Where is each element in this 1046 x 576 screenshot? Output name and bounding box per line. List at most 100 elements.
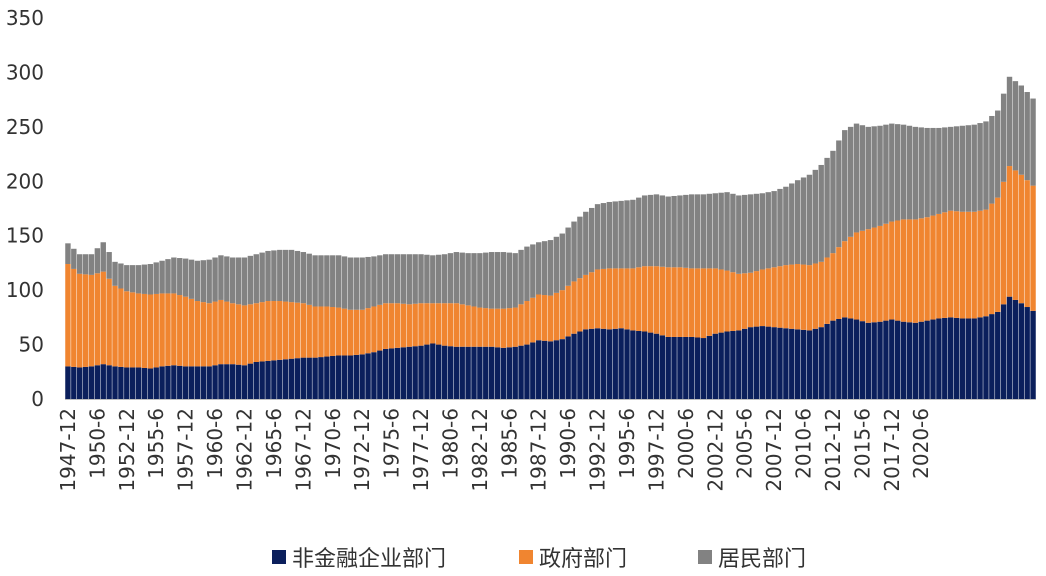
bar-segment-household <box>747 194 754 273</box>
bar-segment-household <box>347 257 354 310</box>
bar-segment-household <box>288 249 295 303</box>
bar-segment-corporate <box>771 327 777 399</box>
bar-segment-government <box>965 211 972 319</box>
bar-segment-household <box>500 252 507 309</box>
bar-segment-government <box>518 304 524 346</box>
bar-segment-corporate <box>483 346 489 399</box>
bar-segment-corporate <box>159 366 165 399</box>
x-tick-label: 1957-12 <box>174 408 198 492</box>
bar-segment-household <box>936 127 942 214</box>
bar-segment-household <box>435 254 442 304</box>
bar-segment-corporate <box>741 328 748 399</box>
bar-segment-government <box>783 265 789 329</box>
bar-segment-household <box>889 123 895 222</box>
bar-segment-government <box>789 264 795 329</box>
bar-segment-government <box>847 236 854 319</box>
bar-segment-household <box>324 255 330 307</box>
bar-segment-government <box>477 307 483 347</box>
bar-segment-government <box>271 301 277 361</box>
bar-segment-corporate <box>171 365 177 399</box>
x-tick-label: 1965-6 <box>262 408 286 479</box>
legend-label-household: 居民部门 <box>718 547 807 572</box>
bar-segment-government <box>900 219 907 322</box>
x-tick-label: 1980-6 <box>438 408 462 479</box>
bar-segment-household <box>689 194 695 269</box>
bar-segment-household <box>718 192 724 270</box>
bar-segment-household <box>583 211 589 275</box>
bar-segment-corporate <box>435 344 442 399</box>
bar-segment-household <box>912 126 919 220</box>
bar-segment-household <box>241 257 248 306</box>
bar-segment-government <box>82 274 89 367</box>
bar-segment-corporate <box>759 326 766 399</box>
bar-segment-government <box>983 209 989 317</box>
bar-segment-corporate <box>553 340 560 399</box>
legend-label-corporate: 非金融企业部门 <box>292 547 447 572</box>
bar-segment-household <box>588 207 595 273</box>
bar-segment-household <box>471 253 477 307</box>
bar-segment-household <box>294 250 301 303</box>
bar-segment-corporate <box>118 366 124 399</box>
bar-segment-corporate <box>253 361 259 399</box>
bar-segment-household <box>371 256 377 307</box>
bar-segment-government <box>441 303 448 346</box>
bar-segment-household <box>524 246 530 302</box>
bar-segment-corporate <box>977 317 983 399</box>
bar-segment-household <box>847 126 854 237</box>
bar-segment-government <box>300 303 307 358</box>
bar-segment-government <box>235 304 242 365</box>
bar-segment-government <box>341 308 348 356</box>
bar-segment-government <box>577 278 583 332</box>
bar-segment-government <box>194 301 201 367</box>
bar-segment-government <box>88 274 95 367</box>
bar-segment-corporate <box>918 321 924 399</box>
x-tick-label: 2005-6 <box>733 408 757 479</box>
x-tick-label: 1960-6 <box>203 408 227 479</box>
bar-segment-corporate <box>365 353 371 399</box>
x-tick-label: 2000-6 <box>674 408 698 479</box>
bar-segment-corporate <box>206 366 212 399</box>
bar-segment-household <box>1006 76 1013 167</box>
bar-segment-corporate <box>100 364 106 399</box>
bar-segment-household <box>388 254 395 304</box>
bar-segment-corporate <box>1030 310 1036 399</box>
bar-segment-corporate <box>424 344 430 399</box>
bar-segment-government <box>718 269 724 333</box>
bar-segment-government <box>583 274 589 330</box>
bar-segment-government <box>594 269 601 329</box>
bar-segment-government <box>171 293 177 366</box>
bar-segment-household <box>247 255 254 305</box>
bar-segment-corporate <box>459 346 465 399</box>
bar-segment-corporate <box>847 318 854 399</box>
bar-segment-corporate <box>565 336 571 399</box>
bar-segment-household <box>306 253 312 305</box>
bar-segment-corporate <box>153 367 159 399</box>
bar-segment-household <box>412 254 418 304</box>
bar-segment-household <box>706 193 713 269</box>
bar-segment-corporate <box>1018 303 1024 399</box>
bar-segment-government <box>118 288 124 367</box>
bar-segment-household <box>159 260 165 294</box>
bar-segment-household <box>1030 98 1036 186</box>
y-tick-label: 200 <box>6 169 44 193</box>
bar-segment-corporate <box>383 348 389 399</box>
bar-segment-government <box>647 266 654 333</box>
bar-segment-corporate <box>583 329 589 399</box>
bar-segment-government <box>377 304 383 351</box>
bar-segment-corporate <box>712 333 718 399</box>
bar-segment-government <box>400 303 407 348</box>
bar-segment-corporate <box>718 332 724 399</box>
bar-segment-household <box>359 257 365 310</box>
bar-segment-household <box>871 126 877 228</box>
bar-segment-government <box>112 285 118 367</box>
y-tick-label: 250 <box>6 115 44 139</box>
bar-segment-corporate <box>494 347 501 399</box>
bar-segment-household <box>794 180 801 265</box>
bar-segment-corporate <box>306 357 312 399</box>
bar-segment-household <box>777 188 783 267</box>
bar-segment-government <box>465 305 471 347</box>
bar-segment-household <box>753 193 760 272</box>
bar-segment-corporate <box>606 329 613 399</box>
bar-segment-government <box>553 292 560 341</box>
bar-segment-corporate <box>224 364 230 399</box>
